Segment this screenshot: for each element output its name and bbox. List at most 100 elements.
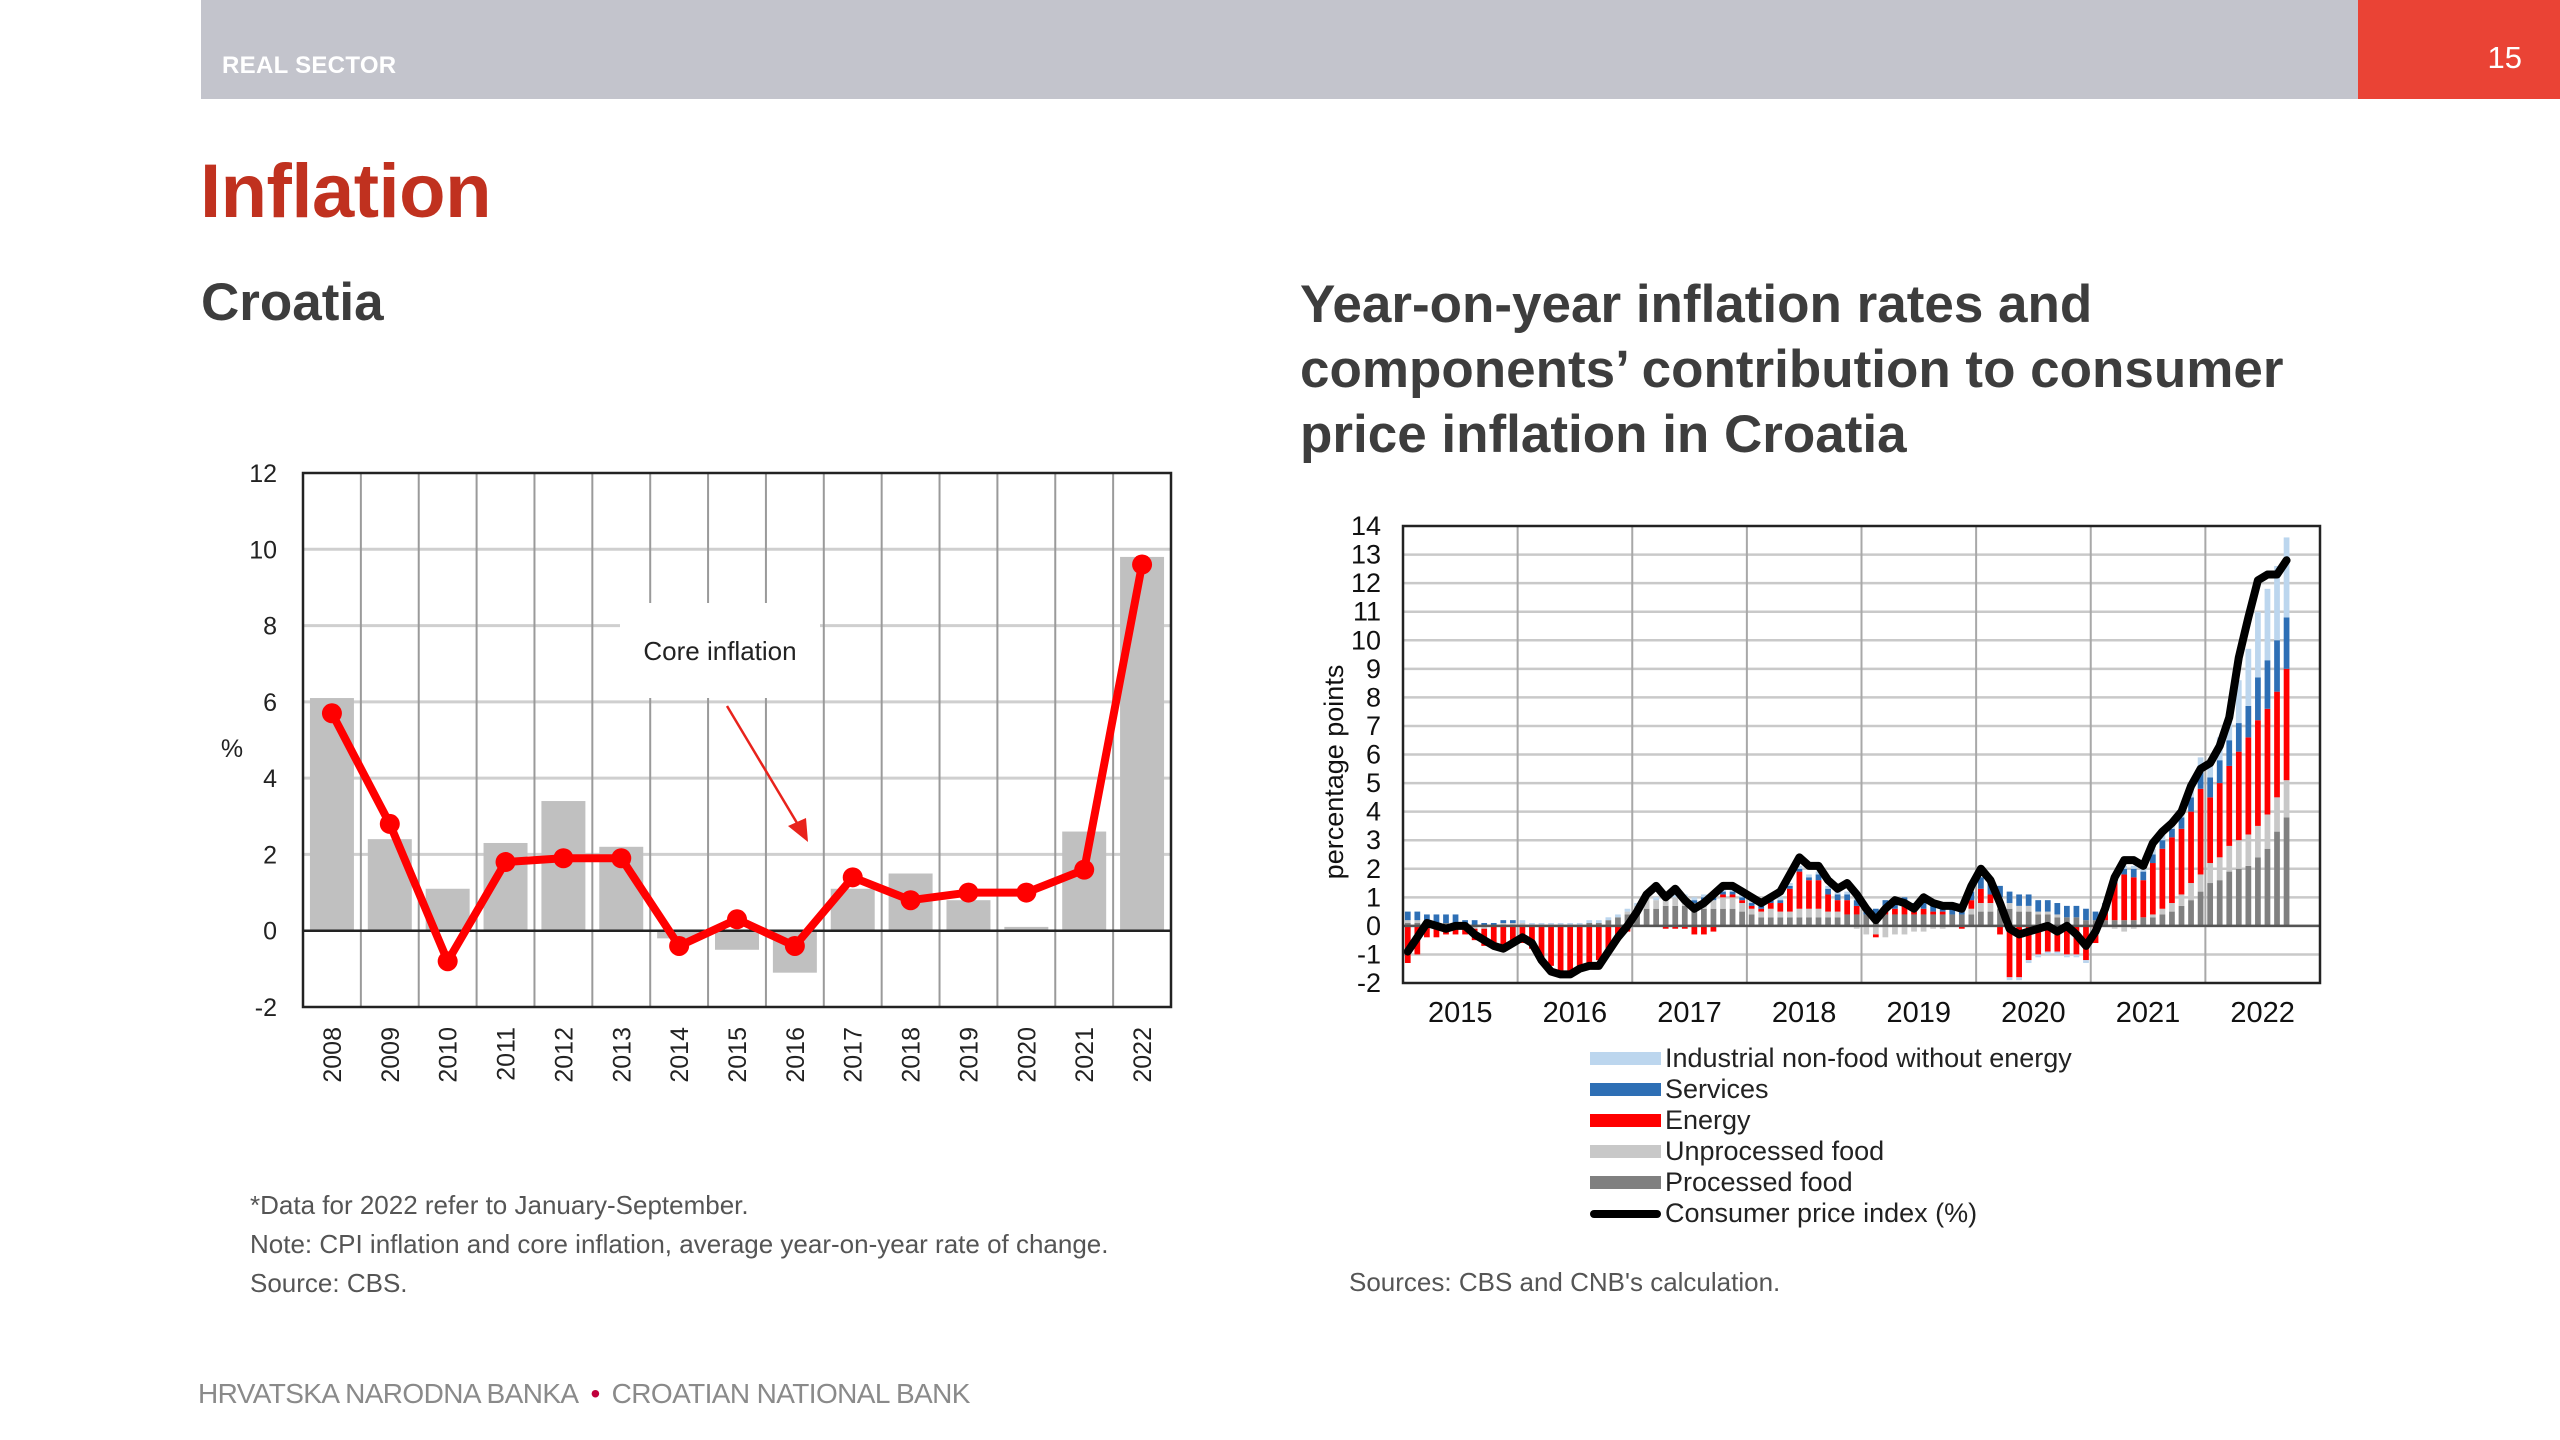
bar-services [1806,877,1812,881]
bar-processed-food [1815,917,1822,926]
bar-processed-food [2169,911,2175,926]
bar-unprocessed-food [1404,920,1411,924]
bar-unprocessed-food [1624,911,1631,915]
x-tick-label: 2015 [724,1027,752,1083]
bar-industrial-non-food-without-energy [1796,865,1803,869]
bar-services [1691,900,1698,904]
bar-energy [1500,925,1507,949]
bar-energy [2149,863,2156,915]
bar-unprocessed-food [1834,911,1841,918]
bar-energy [1433,925,1440,938]
footer-english-name: CROATIAN NATIONAL BANK [611,1378,971,1409]
x-tick-label: 2017 [840,1027,868,1083]
bar-industrial-non-food-without-energy [2025,960,2032,964]
bar-industrial-non-food-without-energy [1834,891,1841,895]
legend-swatch [1590,1209,1661,1218]
bar-unprocessed-food [2006,903,2013,909]
bar-unprocessed-food [1777,911,1784,918]
bar-services [1825,888,1831,895]
bar-processed-food [1710,908,1717,926]
bar-processed-food [2149,917,2156,926]
section-label: REAL SECTOR [222,52,397,79]
bar-processed-food [1834,917,1841,926]
legend-item-cpi: Consumer price index (%) [1590,1198,2072,1229]
bar-services [2159,840,2166,849]
bar-processed-food [1901,914,1908,926]
bar-industrial-non-food-without-energy [1786,883,1793,886]
bar-services [1796,868,1803,872]
bar-unprocessed-food [1729,897,1736,909]
bar-unprocessed-food [1978,903,1984,912]
bar-unprocessed-food [2111,925,2118,929]
bar-unprocessed-food [2188,883,2194,901]
page-number-box: 15 [2358,0,2560,99]
x-tick-label: 2022 [2230,997,2295,1029]
bar-services [1997,885,2003,898]
bar-unprocessed-food [1872,925,1879,935]
core-inflation-marker [379,813,400,834]
bar-processed-food [1443,923,1449,926]
bar-processed-food [1892,914,1898,926]
bar-services [1404,911,1411,921]
bar-services [2216,760,2223,784]
bar-processed-food [1748,914,1755,926]
bar-services [1748,903,1755,906]
bar-energy [1509,925,1516,946]
bar-services [2197,771,2204,789]
bar-energy [1758,908,1765,912]
bar-energy [1691,925,1698,935]
bar-services [1481,923,1488,926]
bar-services [2188,797,2194,812]
bar-unprocessed-food [2130,925,2137,929]
y-tick-label: 1 [1366,882,1381,912]
bar-industrial-non-food-without-energy [1701,894,1707,898]
bar-industrial-non-food-without-energy [2207,760,2214,778]
bar-unprocessed-food [2035,911,2042,915]
legend-item-unprocessed-food: Unprocessed food [1590,1136,2072,1167]
bar-unprocessed-food [2054,914,2061,918]
bar-energy [1681,925,1688,929]
legend-label: Energy [1665,1105,1751,1135]
bar-processed-food [2264,848,2271,926]
bar-unprocessed-food [2216,857,2223,881]
bar-services [1844,894,1851,901]
bar-energy [1662,925,1669,929]
bar-energy [2178,828,2185,895]
x-tick-label: 2015 [1428,997,1493,1029]
bar-energy [1786,888,1793,912]
core-inflation-marker [1074,859,1095,880]
bar-unprocessed-food [2255,825,2261,858]
footer-separator: • [590,1378,600,1409]
y-tick-label: 2 [1366,854,1381,884]
bar-services [2025,894,2032,906]
bar-processed-food [1414,923,1421,926]
plot-frame [1401,524,2322,985]
x-tick-label: 2017 [1657,997,1722,1029]
bar-services [1500,920,1507,924]
bar-industrial-non-food-without-energy [1586,920,1593,924]
bar-unprocessed-food [1414,920,1421,924]
y-tick-label: -2 [255,994,277,1022]
bar-unprocessed-food [1939,925,1946,929]
bar-processed-food [1853,914,1860,926]
bar-unprocessed-food [2016,905,2022,912]
legend-swatch [1590,1176,1661,1189]
bar-industrial-non-food-without-energy [2235,680,2242,724]
bar-unprocessed-food [1796,908,1803,918]
core-inflation-marker [958,882,979,903]
bar-processed-food [2159,914,2166,926]
bar-processed-food [2054,917,2061,926]
bar-processed-food [1939,914,1946,926]
bar-services [2207,777,2214,798]
bar-services [2264,660,2271,709]
bar-energy [2207,797,2214,864]
x-tick-label: 2021 [2116,997,2181,1029]
bar-services [2178,817,2185,829]
bar-processed-food [2035,914,2042,926]
bar-processed-food [1729,908,1736,926]
bar-services [2016,894,2022,906]
bar-processed-food [1863,914,1870,926]
x-tick-label: 2021 [1071,1027,1099,1083]
bar-processed-food [1404,923,1411,926]
